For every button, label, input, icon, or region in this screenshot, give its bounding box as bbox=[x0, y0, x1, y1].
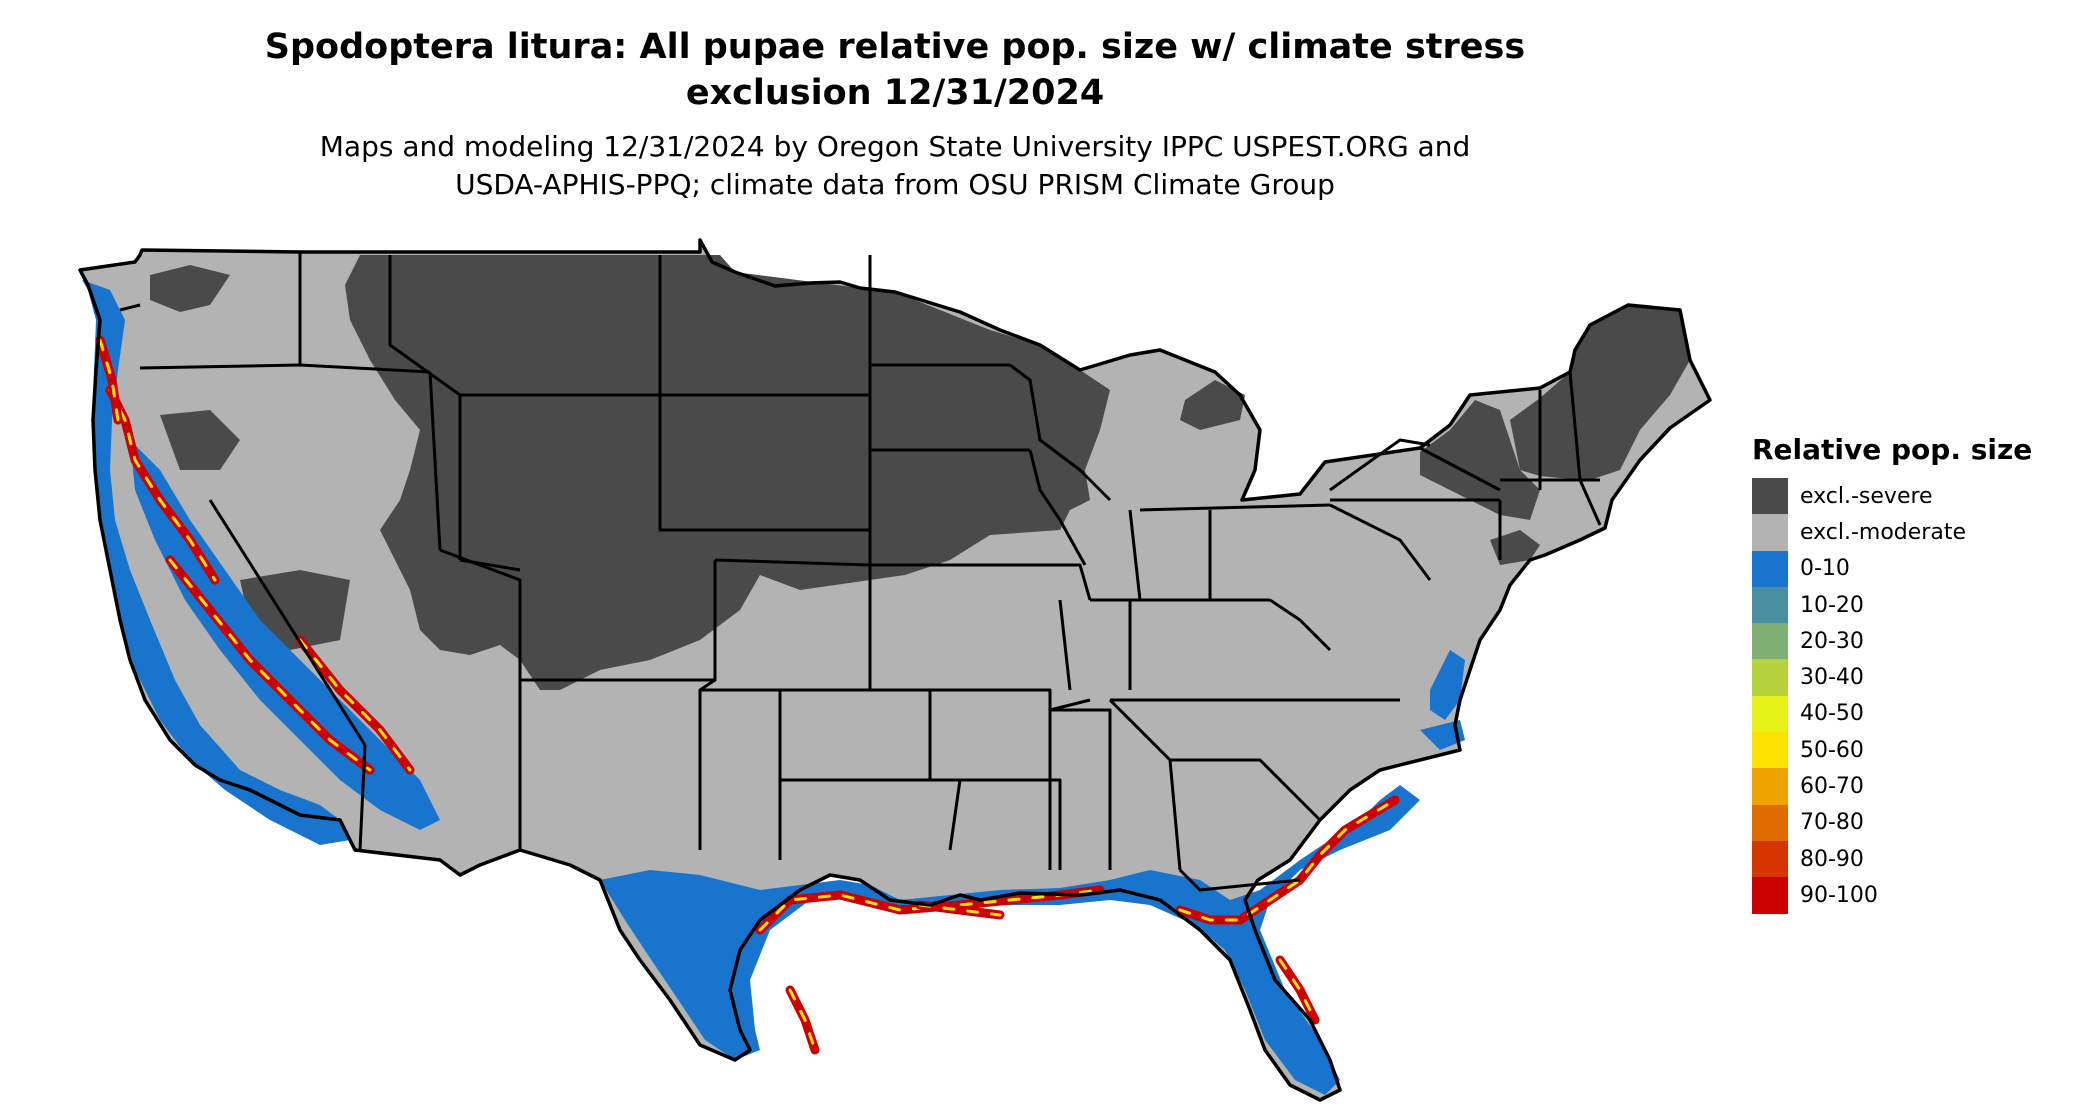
legend-swatch bbox=[1752, 586, 1788, 624]
state-border bbox=[714, 558, 871, 567]
legend-swatch bbox=[1752, 514, 1788, 551]
state-border bbox=[1009, 363, 1112, 502]
severe-exclusion-region bbox=[1510, 305, 1690, 480]
legend-swatch bbox=[1752, 478, 1788, 515]
low-suitability-region bbox=[1430, 650, 1465, 720]
state-border bbox=[1139, 503, 1331, 512]
state-border bbox=[1170, 758, 1322, 822]
high-suitability-band-accent bbox=[298, 638, 412, 772]
legend-item: 30-40 bbox=[1752, 659, 2032, 696]
legend-label: 20-30 bbox=[1800, 628, 1864, 654]
legend-swatch bbox=[1752, 840, 1788, 878]
legend-swatch bbox=[1752, 804, 1788, 841]
legend-item: 40-50 bbox=[1752, 695, 2032, 733]
state-border bbox=[870, 563, 1092, 601]
state-border bbox=[428, 371, 442, 551]
high-suitability-band-accent bbox=[108, 388, 217, 582]
state-border bbox=[1058, 599, 1072, 691]
legend-swatch bbox=[1752, 623, 1788, 660]
high-suitability-band-accent bbox=[788, 988, 817, 1052]
high-suitability-band-accent bbox=[758, 888, 1102, 932]
legend-title: Relative pop. size bbox=[1752, 433, 2033, 466]
legend-label: 60-70 bbox=[1800, 774, 1864, 800]
state-border bbox=[1128, 509, 1142, 601]
legend-label: excl.-severe bbox=[1800, 483, 1933, 509]
severe-exclusion-region bbox=[160, 410, 240, 470]
state-border bbox=[960, 778, 1062, 870]
state-border bbox=[1329, 503, 1432, 581]
map-title-line-1: Spodoptera litura: All pupae relative po… bbox=[264, 27, 1526, 67]
legend-label: 80-90 bbox=[1800, 846, 1864, 872]
legend: Relative pop. size excl.-severe excl.-mod… bbox=[1752, 432, 2032, 914]
us-national-border bbox=[78, 238, 1712, 1102]
severe-exclusion-region bbox=[150, 265, 230, 312]
low-suitability-region bbox=[130, 440, 440, 830]
state-border bbox=[459, 558, 521, 572]
legend-swatch bbox=[1752, 877, 1788, 914]
state-border bbox=[1028, 449, 1087, 566]
legend-item: 20-30 bbox=[1752, 623, 2032, 660]
legend-label: 40-50 bbox=[1800, 701, 1864, 727]
state-border bbox=[1269, 598, 1332, 652]
severe-exclusion-region bbox=[1180, 380, 1245, 430]
high-suitability-band-accent bbox=[168, 558, 372, 772]
state-border bbox=[208, 499, 367, 746]
map-title-line-2: exclusion 12/31/2024 bbox=[685, 73, 1105, 113]
legend-item: excl.-moderate bbox=[1752, 514, 2032, 551]
legend-label: 70-80 bbox=[1800, 810, 1864, 836]
state-border bbox=[358, 744, 367, 851]
state-border bbox=[1568, 371, 1582, 481]
legend-item: 0-10 bbox=[1752, 550, 2032, 587]
legend-label: excl.-moderate bbox=[1800, 519, 1966, 545]
legend-item: 10-20 bbox=[1752, 586, 2032, 624]
legend-item: 50-60 bbox=[1752, 732, 2032, 769]
state-border bbox=[1419, 446, 1501, 492]
state-border bbox=[1049, 698, 1091, 712]
high-suitability-band-accent bbox=[1278, 958, 1317, 1022]
map-subtitle: Maps and modeling 12/31/2024 by Oregon S… bbox=[90, 128, 1700, 204]
high-suitability-band bbox=[95, 335, 123, 425]
severe-exclusion-region bbox=[1490, 530, 1540, 565]
legend-label: 90-100 bbox=[1800, 882, 1878, 908]
state-border bbox=[1329, 438, 1431, 492]
state-border bbox=[119, 303, 141, 312]
legend-label: 0-10 bbox=[1800, 556, 1850, 582]
map-subtitle-line-1: Maps and modeling 12/31/2024 by Oregon S… bbox=[319, 130, 1471, 163]
low-suitability-region bbox=[82, 280, 350, 845]
state-border bbox=[1578, 479, 1602, 526]
legend-swatch bbox=[1752, 768, 1788, 805]
legend-item: 70-80 bbox=[1752, 804, 2032, 841]
legend-items: excl.-severe excl.-moderate 0-10 10-20 20-30… bbox=[1752, 478, 2032, 914]
state-border bbox=[1178, 868, 1301, 892]
legend-item: 90-100 bbox=[1752, 877, 2032, 914]
legend-swatch bbox=[1752, 732, 1788, 769]
legend-label: 50-60 bbox=[1800, 737, 1864, 763]
low-suitability-region bbox=[600, 785, 1420, 1095]
legend-item: excl.-severe bbox=[1752, 478, 2032, 515]
legend-swatch bbox=[1752, 659, 1788, 696]
severe-exclusion-region bbox=[495, 510, 590, 600]
legend-swatch bbox=[1752, 550, 1788, 587]
legend-item: 60-70 bbox=[1752, 768, 2032, 805]
map-title: Spodoptera litura: All pupae relative po… bbox=[90, 24, 1700, 116]
map-subtitle-line-2: USDA-APHIS-PPQ; climate data from OSU PR… bbox=[455, 168, 1335, 201]
state-borders-layer bbox=[78, 238, 1712, 1102]
legend-swatch bbox=[1752, 695, 1788, 733]
legend-label: 30-40 bbox=[1800, 665, 1864, 691]
map-fill-layer bbox=[80, 240, 1710, 1100]
high-suitability-band-accent bbox=[1178, 798, 1397, 922]
severe-exclusion-region bbox=[1420, 400, 1540, 520]
high-suitability-band bbox=[915, 900, 1005, 920]
legend-item: 80-90 bbox=[1752, 840, 2032, 878]
legend-label: 10-20 bbox=[1800, 592, 1864, 618]
state-border bbox=[1048, 690, 1112, 870]
